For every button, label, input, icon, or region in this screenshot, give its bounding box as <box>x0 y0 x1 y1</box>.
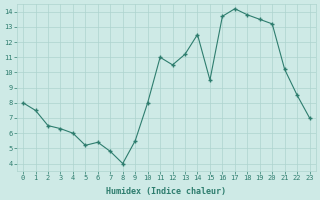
X-axis label: Humidex (Indice chaleur): Humidex (Indice chaleur) <box>106 187 226 196</box>
